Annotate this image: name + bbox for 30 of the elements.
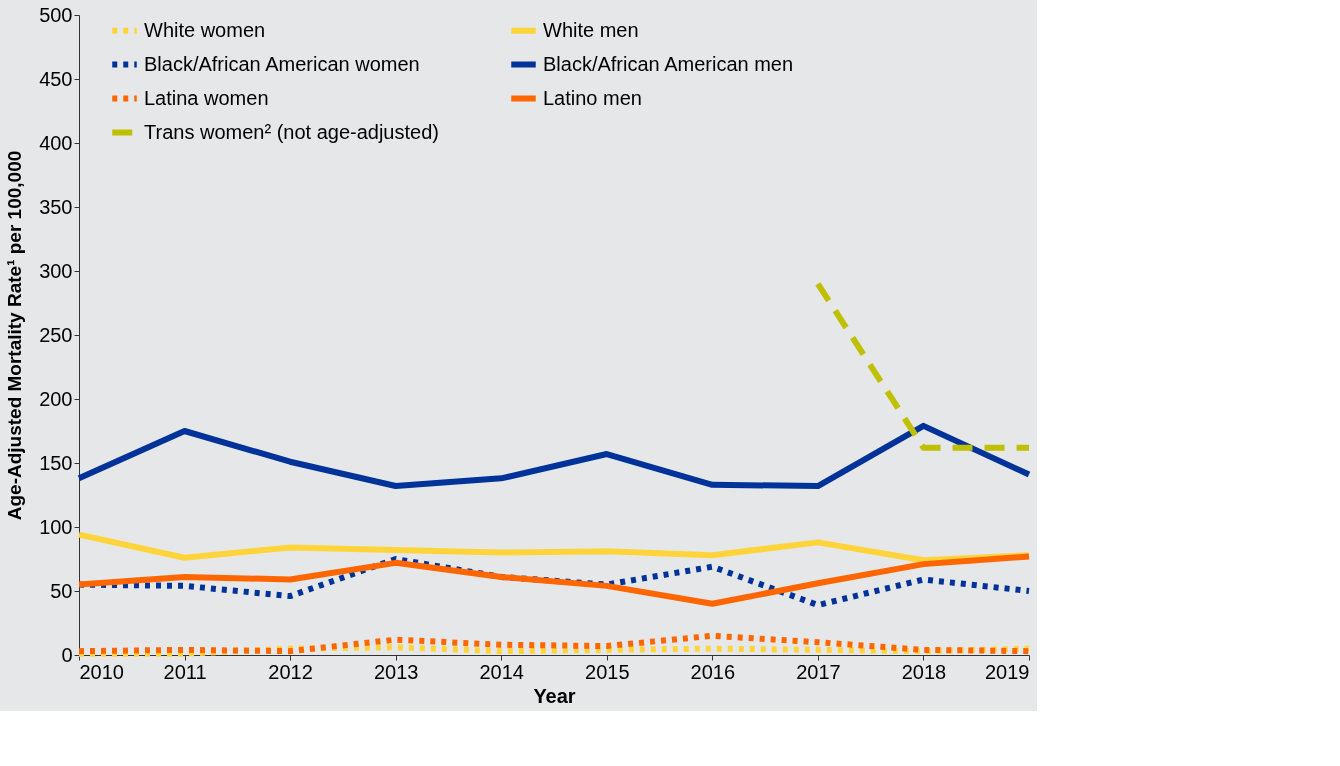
- x-tick-label: 2017: [796, 660, 841, 683]
- y-axis-title: Age-Adjusted Mortality Rate¹ per 100,000: [4, 150, 26, 521]
- x-tick-label: 2010: [79, 660, 124, 683]
- y-tick-label: 400: [39, 131, 73, 154]
- x-tick-label: 2011: [163, 660, 207, 683]
- legend-label: Latina women: [144, 86, 269, 109]
- legend-label: Trans women² (not age-adjusted): [144, 120, 439, 143]
- x-tick-label: 2018: [901, 660, 947, 683]
- y-tick-label: 350: [39, 195, 73, 218]
- x-tick-label: 2013: [373, 660, 419, 683]
- y-tick-label: 150: [39, 451, 73, 474]
- y-tick-label: 500: [39, 3, 73, 26]
- y-tick-label: 250: [39, 323, 73, 346]
- legend-label: Black/African American men: [543, 52, 794, 75]
- legend-label: White men: [543, 18, 639, 41]
- y-tick-label: 300: [39, 259, 73, 282]
- y-tick-label: 450: [39, 67, 73, 90]
- y-tick-label: 0: [61, 643, 73, 666]
- x-tick-label: 2014: [479, 660, 524, 683]
- x-axis-title: Year: [533, 684, 576, 707]
- x-tick-label: 2012: [268, 660, 313, 683]
- y-tick-label: 100: [39, 515, 73, 538]
- x-tick-label: 2019: [985, 660, 1030, 683]
- y-tick-label: 50: [50, 579, 73, 602]
- y-tick-label: 200: [39, 387, 73, 410]
- x-tick-label: 2015: [585, 660, 630, 683]
- legend-label: Black/African American women: [144, 52, 420, 75]
- x-tick-label: 2016: [690, 660, 736, 683]
- legend-label: Latino men: [543, 86, 642, 109]
- legend-label: White women: [144, 18, 266, 41]
